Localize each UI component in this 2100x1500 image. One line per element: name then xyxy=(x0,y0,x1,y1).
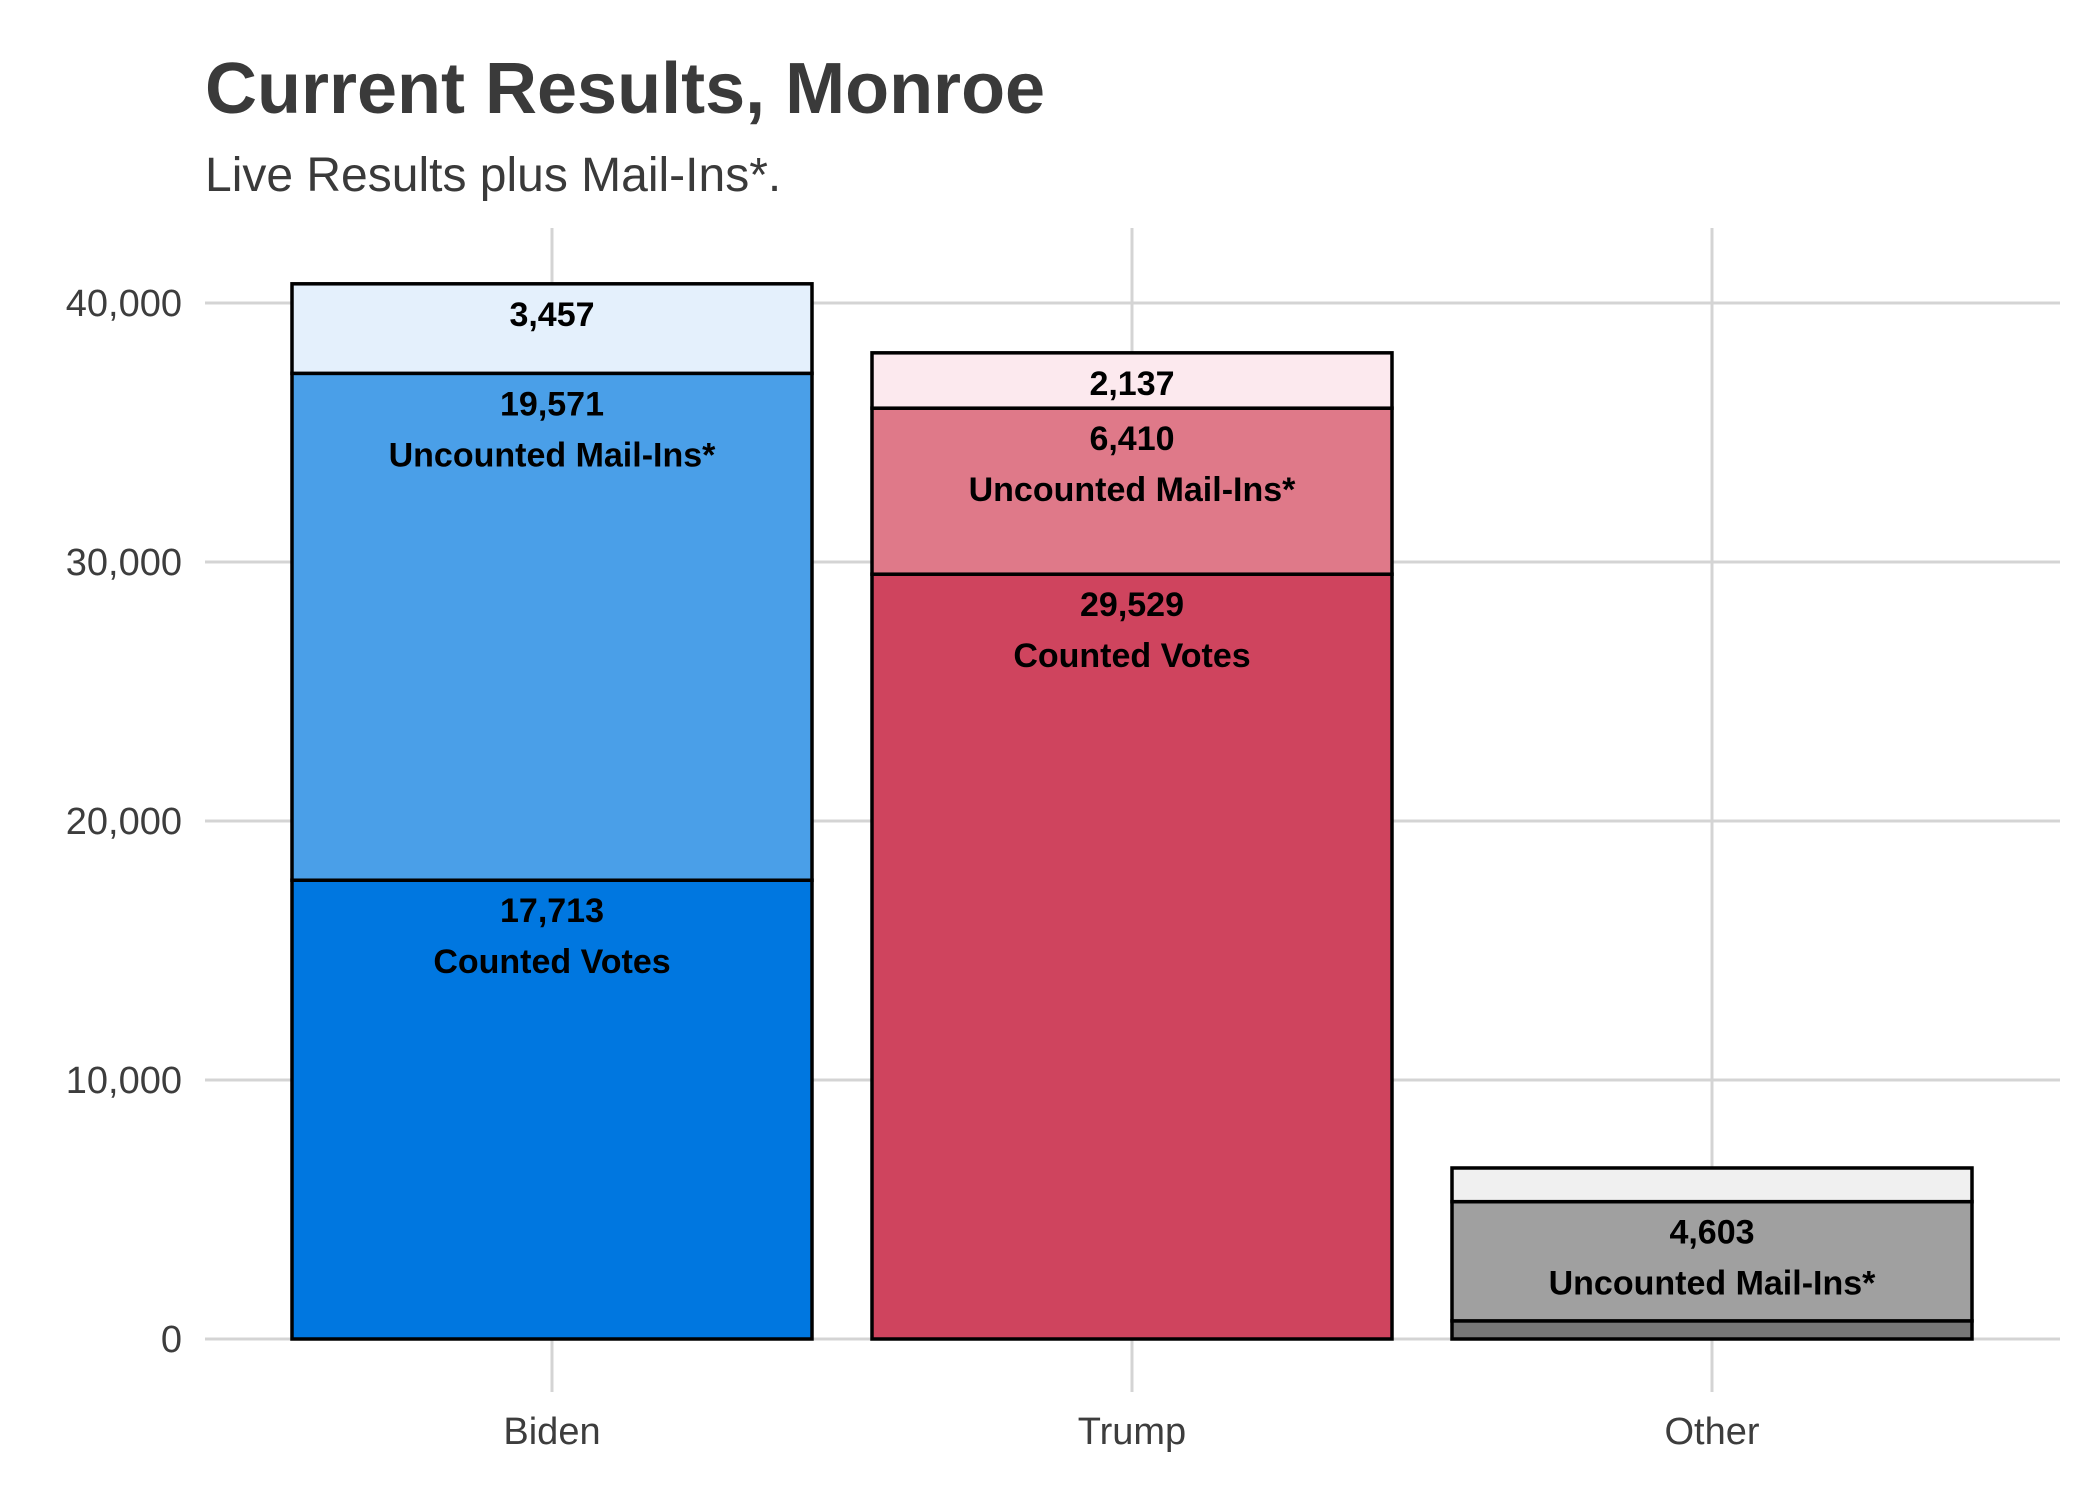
bar-segment-remaining xyxy=(290,282,814,376)
segment-category-label: Uncounted Mail-Ins* xyxy=(389,436,717,474)
segment-value-label: 4,603 xyxy=(1669,1214,1754,1252)
x-tick-label: Other xyxy=(1664,1411,1759,1453)
segment-value-label: 3,457 xyxy=(509,296,594,334)
segment-value-label: 2,137 xyxy=(1089,365,1174,403)
bar-segment-counted xyxy=(290,878,814,1341)
y-tick-label: 0 xyxy=(161,1319,182,1361)
x-tick-label: Trump xyxy=(1078,1411,1186,1453)
bar-segment-remaining xyxy=(870,351,1394,410)
bar-group xyxy=(290,282,1974,1341)
segment-category-label: Uncounted Mail-Ins* xyxy=(1549,1265,1877,1303)
segment-value-label: 6,410 xyxy=(1089,420,1174,458)
segment-labels: 17,713 Counted Votes 19,571 Uncounted Mail-… xyxy=(389,296,1877,1303)
bar-segment-remaining xyxy=(1450,1166,1974,1204)
bar-segment-counted xyxy=(1450,1319,1974,1341)
chart-subtitle: Live Results plus Mail-Ins*. xyxy=(205,149,782,202)
segment-category-label: Counted Votes xyxy=(1013,637,1250,675)
y-tick-label: 30,000 xyxy=(66,542,182,584)
bar-segment-uncounted xyxy=(870,406,1394,576)
segment-category-label: Uncounted Mail-Ins* xyxy=(969,471,1297,509)
y-tick-label: 10,000 xyxy=(66,1060,182,1102)
bar-segment-uncounted xyxy=(290,371,814,882)
chart-title: Current Results, Monroe xyxy=(205,49,1046,129)
bar-segment-counted xyxy=(870,572,1394,1341)
segment-value-label: 17,713 xyxy=(500,892,604,930)
y-tick-label: 40,000 xyxy=(66,283,182,325)
axis-labels: 0 10,000 20,000 30,000 40,000 Biden Trump Other xyxy=(66,283,1760,1453)
x-tick-label: Biden xyxy=(503,1411,600,1453)
segment-value-label: 29,529 xyxy=(1080,586,1184,624)
segment-value-label: 19,571 xyxy=(500,385,604,423)
segment-category-label: Counted Votes xyxy=(433,943,670,981)
y-tick-label: 20,000 xyxy=(66,801,182,843)
